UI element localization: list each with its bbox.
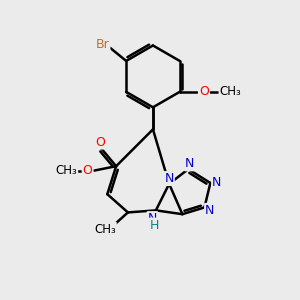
Text: N: N <box>212 176 221 190</box>
Text: N: N <box>164 172 174 185</box>
Text: N: N <box>185 157 194 170</box>
Text: CH₃: CH₃ <box>56 164 77 177</box>
Text: N: N <box>205 204 214 217</box>
Text: Br: Br <box>96 38 110 51</box>
Text: O: O <box>95 136 105 148</box>
Text: O: O <box>199 85 209 98</box>
Text: N: N <box>148 212 157 225</box>
Text: CH₃: CH₃ <box>94 223 116 236</box>
Text: O: O <box>82 164 92 177</box>
Text: CH₃: CH₃ <box>220 85 241 98</box>
Text: H: H <box>150 219 159 232</box>
